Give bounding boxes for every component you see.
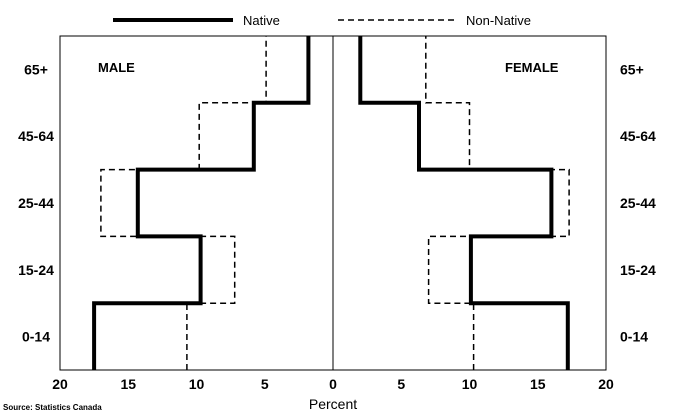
series-non-native-male [100,36,267,370]
y-tick-right-45-64: 45-64 [620,128,656,144]
panel-label-male: MALE [98,60,135,75]
x-tick-1: 15 [120,376,136,392]
x-tick-labels: 20 15 10 5 0 5 10 15 20 [52,376,614,392]
x-tick-2: 10 [189,376,205,392]
x-tick-7: 15 [530,376,546,392]
y-tick-right-0-14: 0-14 [620,329,648,345]
y-tick-left-0-14: 0-14 [22,329,50,345]
legend: Native Non-Native [113,13,531,28]
y-tick-labels-left: 0-14 15-24 25-44 45-64 65+ [18,61,54,344]
y-tick-left-65plus: 65+ [24,61,48,77]
source-note: Source: Statistics Canada [3,403,102,412]
x-tick-6: 10 [462,376,478,392]
y-tick-right-25-44: 25-44 [620,195,656,211]
x-tick-8: 20 [598,376,614,392]
x-tick-4: 0 [329,376,337,392]
series-layer [92,36,570,370]
y-tick-right-65plus: 65+ [620,61,644,77]
panel-label-female: FEMALE [505,60,559,75]
y-tick-left-15-24: 15-24 [18,262,54,278]
y-tick-left-25-44: 25-44 [18,195,54,211]
legend-label-non-native: Non-Native [466,13,531,28]
y-tick-right-15-24: 15-24 [620,262,656,278]
series-non-native-female [425,36,570,370]
series-native-male [92,36,311,370]
x-tick-0: 20 [52,376,68,392]
x-tick-3: 5 [261,376,269,392]
series-native-female [358,36,570,370]
x-tick-5: 5 [397,376,405,392]
y-tick-labels-right: 0-14 15-24 25-44 45-64 65+ [620,61,656,344]
y-tick-left-45-64: 45-64 [18,128,54,144]
x-axis-label: Percent [309,396,357,412]
legend-label-native: Native [243,13,280,28]
